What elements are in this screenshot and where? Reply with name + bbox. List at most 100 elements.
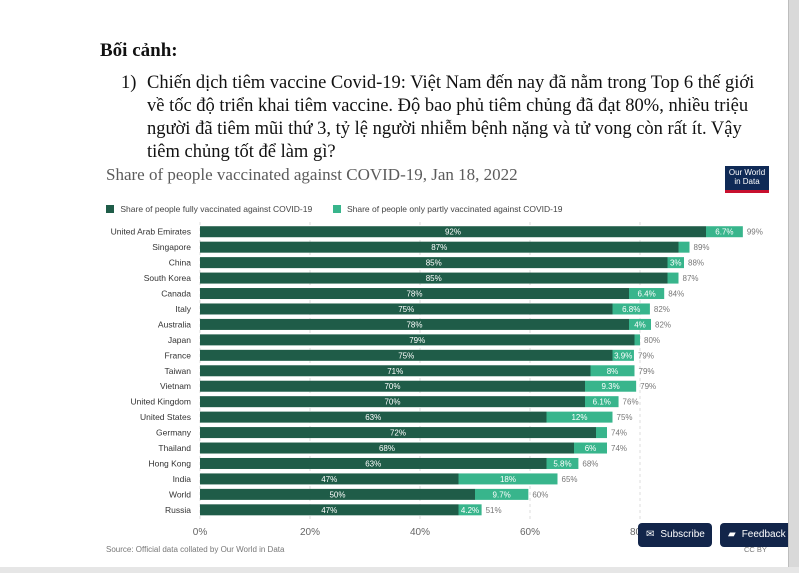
- data-label-fully: 47%: [321, 475, 337, 484]
- data-label-total: 75%: [617, 413, 633, 422]
- category-label: France: [165, 350, 192, 360]
- document-list-item: 1) Chiến dịch tiêm vaccine Covid-19: Việ…: [121, 72, 761, 164]
- data-label-partly: 12%: [571, 413, 587, 422]
- data-label-total: 68%: [582, 459, 598, 468]
- bar-fully: [200, 396, 585, 408]
- bar-partly: [667, 272, 679, 284]
- category-label: South Korea: [144, 273, 192, 283]
- bar-fully: [200, 411, 547, 423]
- data-label-total: 65%: [562, 475, 578, 484]
- data-label-partly: 3.9%: [614, 351, 632, 360]
- bar-fully: [200, 349, 613, 361]
- x-tick-label: 20%: [300, 527, 320, 538]
- bar-fully: [200, 473, 459, 485]
- logo-line-2: in Data: [734, 177, 760, 186]
- x-tick-label: 40%: [410, 527, 430, 538]
- legend-label-partly: Share of people only partly vaccinated a…: [346, 204, 563, 214]
- data-label-total: 51%: [486, 506, 502, 515]
- data-label-partly: 8%: [607, 367, 619, 376]
- bar-fully: [200, 226, 706, 238]
- data-label-total: 82%: [654, 305, 670, 314]
- data-label-total: 79%: [638, 351, 654, 360]
- data-label-fully: 75%: [398, 351, 414, 360]
- data-label-fully: 92%: [445, 228, 461, 237]
- data-label-total: 89%: [694, 243, 710, 252]
- bar-partly: [629, 288, 665, 300]
- data-label-partly: 9.7%: [493, 490, 511, 499]
- page-edge-bottom: [0, 567, 799, 573]
- subscribe-button[interactable]: ✉ Subscribe: [638, 523, 712, 547]
- data-label-fully: 87%: [431, 243, 447, 252]
- bar-partly: [629, 318, 651, 330]
- owid-logo[interactable]: Our World in Data: [725, 166, 769, 193]
- data-label-total: 87%: [683, 274, 699, 283]
- feedback-label: Feedback: [741, 529, 786, 540]
- data-label-fully: 50%: [329, 490, 345, 499]
- category-label: United States: [140, 412, 191, 422]
- source-note: Source: Official data collated by Our Wo…: [106, 545, 285, 554]
- category-label: Germany: [156, 428, 192, 438]
- page-edge-line: [788, 0, 789, 573]
- bar-partly: [546, 411, 613, 423]
- data-label-fully: 79%: [409, 336, 425, 345]
- bar-partly: [574, 442, 607, 454]
- data-label-total: 88%: [688, 259, 704, 268]
- bar-fully: [200, 288, 629, 300]
- bar-fully: [200, 365, 591, 377]
- bar-fully: [200, 504, 459, 516]
- category-label: Russia: [165, 505, 191, 515]
- data-label-total: 76%: [623, 398, 639, 407]
- bar-fully: [200, 488, 475, 500]
- subscribe-label: Subscribe: [660, 529, 705, 540]
- category-label: Japan: [168, 335, 191, 345]
- bar-partly: [585, 396, 619, 408]
- data-label-total: 79%: [640, 382, 656, 391]
- bar-fully: [200, 442, 574, 454]
- bar-partly: [596, 427, 607, 439]
- list-item-number: 1): [121, 73, 137, 93]
- data-label-total: 74%: [611, 429, 627, 438]
- mail-icon: ✉: [646, 529, 655, 540]
- data-label-total: 82%: [655, 320, 671, 329]
- category-label: Singapore: [152, 242, 191, 252]
- bar-fully: [200, 457, 547, 469]
- feedback-button[interactable]: ▰ Feedback: [720, 523, 788, 547]
- category-label: Italy: [175, 304, 191, 314]
- data-label-fully: 47%: [321, 506, 337, 515]
- category-label: China: [169, 258, 191, 268]
- data-label-partly: 6.8%: [622, 305, 640, 314]
- data-label-fully: 78%: [406, 290, 422, 299]
- data-label-partly: 6%: [585, 444, 597, 453]
- bar-fully: [200, 241, 679, 253]
- data-label-fully: 78%: [406, 320, 422, 329]
- logo-line-1: Our World: [728, 168, 766, 177]
- bar-fully: [200, 303, 613, 315]
- bar-partly: [546, 457, 579, 469]
- category-label: United Arab Emirates: [111, 227, 191, 237]
- data-label-partly: 4%: [634, 320, 646, 329]
- chart-title: Share of people vaccinated against COVID…: [106, 165, 518, 184]
- data-label-partly: 3%: [670, 259, 682, 268]
- category-label: Vietnam: [160, 381, 191, 391]
- bar-partly: [590, 365, 635, 377]
- bar-fully: [200, 334, 635, 346]
- bar-partly: [458, 504, 482, 516]
- x-tick-label: 0%: [193, 527, 208, 538]
- data-label-total: 84%: [668, 290, 684, 299]
- data-label-total: 99%: [747, 228, 763, 237]
- legend-swatch-partly: [332, 205, 341, 213]
- bar-partly: [634, 334, 640, 346]
- bar-partly: [612, 349, 634, 361]
- category-label: Taiwan: [165, 366, 192, 376]
- license-label: CC BY: [744, 545, 767, 554]
- category-label: Thailand: [158, 443, 191, 453]
- data-label-fully: 63%: [365, 459, 381, 468]
- data-label-fully: 71%: [387, 367, 403, 376]
- category-label: India: [173, 474, 192, 484]
- bar-partly: [612, 303, 650, 315]
- legend-label-fully: Share of people fully vaccinated against…: [120, 204, 313, 214]
- data-label-fully: 70%: [384, 398, 400, 407]
- bar-partly: [475, 488, 529, 500]
- category-label: World: [169, 489, 191, 499]
- data-label-total: 79%: [639, 367, 655, 376]
